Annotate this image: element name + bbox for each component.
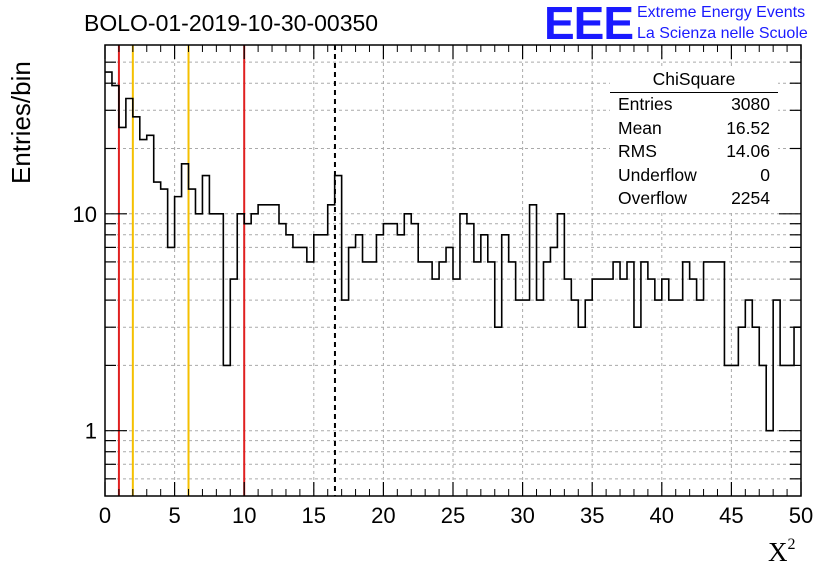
- stats-row: Entries 3080: [610, 93, 778, 117]
- x-tick-label: 0: [99, 503, 111, 528]
- x-axis-label: X2: [768, 536, 796, 568]
- logo-line-2: La Scienza nelle Scuole: [637, 25, 808, 42]
- x-tick-label: 35: [580, 503, 604, 528]
- stats-value: 2254: [731, 188, 770, 208]
- tick-labels: 0 5 10 15 20 25 30 35 40 45 50 1 10: [73, 202, 814, 528]
- y-axis-label: Entries/bin: [6, 61, 36, 184]
- stats-label: Entries: [618, 94, 673, 114]
- stats-title: ChiSquare: [610, 66, 778, 93]
- stats-box: ChiSquare Entries 3080 Mean 16.52 RMS 14.06…: [610, 66, 778, 211]
- x-tick-label: 10: [232, 503, 256, 528]
- y-tick-label: 1: [85, 419, 97, 444]
- stats-label: RMS: [618, 141, 657, 161]
- x-tick-label: 50: [789, 503, 813, 528]
- stats-value: 3080: [731, 94, 770, 114]
- stats-row: Underflow 0: [610, 164, 778, 188]
- x-axis-label-superscript: 2: [787, 536, 796, 553]
- axis-ticks: [104, 45, 802, 496]
- chart-title: BOLO-01-2019-10-30-00350: [84, 10, 379, 36]
- logo-line-1: Extreme Energy Events: [637, 4, 806, 21]
- stats-label: Overflow: [618, 188, 688, 208]
- stats-row: RMS 14.06: [610, 140, 778, 164]
- x-tick-label: 15: [302, 503, 326, 528]
- marker-lines: [117, 45, 336, 496]
- x-axis-label-base: X: [768, 537, 788, 567]
- eee-logo: EEE: [544, 0, 634, 49]
- stats-value: 14.06: [726, 141, 770, 161]
- stats-label: Underflow: [618, 164, 697, 185]
- stats-value: 0: [760, 164, 770, 185]
- x-tick-label: 45: [719, 503, 743, 528]
- x-tick-label: 20: [371, 503, 395, 528]
- stats-row: Mean 16.52: [610, 117, 778, 141]
- stats-row: Overflow 2254: [610, 187, 778, 211]
- stats-value: 16.52: [726, 117, 770, 138]
- x-tick-label: 5: [168, 503, 180, 528]
- stats-label: Mean: [618, 117, 662, 138]
- y-tick-label: 10: [73, 202, 97, 227]
- logo-caption: Extreme Energy Events La Scienza nelle S…: [637, 2, 808, 44]
- grid-lines: [105, 45, 801, 496]
- x-tick-label: 40: [650, 503, 674, 528]
- x-tick-label: 25: [441, 503, 465, 528]
- histogram-series: [105, 71, 801, 432]
- x-tick-label: 30: [510, 503, 534, 528]
